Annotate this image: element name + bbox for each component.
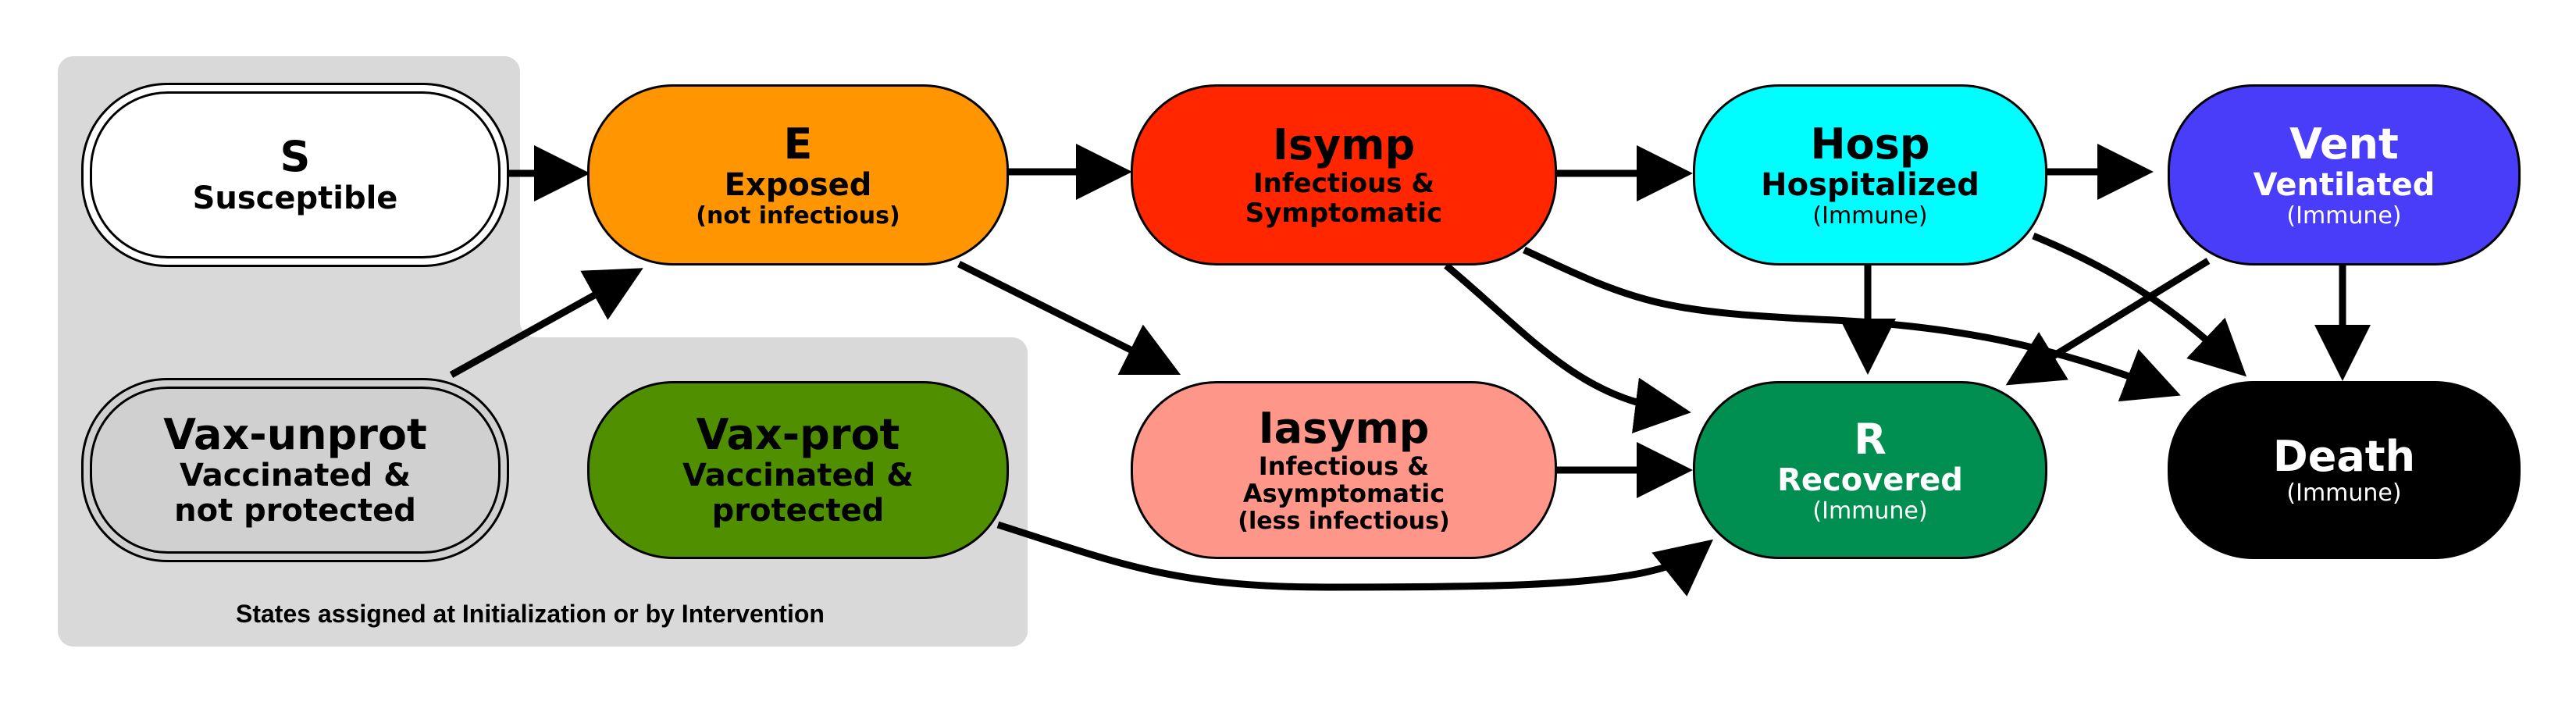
node-Vent-note: (Immune)	[2286, 201, 2402, 230]
node-VaxUnprot-abbr: Vax-unprot	[163, 409, 427, 459]
edge-Isymp-Death	[1523, 246, 2181, 402]
node-Death-abbr: Death	[2272, 431, 2416, 481]
node-Iasymp-name-line1: Infectious &	[1258, 451, 1430, 481]
node-VaxUnprot-name-line1: Vaccinated &	[179, 458, 412, 494]
node-Iasymp-name-line2: Asymptomatic	[1242, 479, 1445, 509]
node-E-note: (not infectious)	[696, 201, 900, 230]
node-R: R Recovered (Immune)	[1693, 381, 2047, 559]
panel-caption: States assigned at Initialization or by …	[236, 600, 825, 628]
node-R-note: (Immune)	[1812, 497, 1928, 525]
edge-VaxUnprot-E	[449, 268, 643, 378]
node-E-name: Exposed	[724, 167, 872, 204]
node-Isymp-abbr: Isymp	[1272, 119, 1416, 169]
node-Death: Death (Immune)	[2168, 381, 2521, 559]
node-VaxProt-name-line2: protected	[711, 493, 885, 529]
edge-E-Iasymp	[957, 260, 1181, 376]
edge-Vent-R	[2005, 258, 2211, 386]
node-VaxUnprot: Vax-unprot Vaccinated & not protected	[81, 378, 509, 562]
node-Death-note: (Immune)	[2286, 479, 2402, 508]
node-Hosp-name: Hospitalized	[1761, 167, 1979, 204]
node-R-name: Recovered	[1777, 462, 1963, 499]
node-Iasymp: Iasymp Infectious & Asymptomatic (less i…	[1131, 381, 1557, 559]
node-Iasymp-note: (less infectious)	[1238, 508, 1450, 536]
node-Isymp: Isymp Infectious & Symptomatic	[1131, 84, 1557, 265]
node-Vent-abbr: Vent	[2289, 119, 2399, 169]
node-E: E Exposed (not infectious)	[587, 84, 1009, 265]
node-VaxProt-name-line1: Vaccinated &	[682, 458, 914, 494]
node-Isymp-name-line2: Symptomatic	[1245, 198, 1443, 230]
node-S: S Susceptible	[81, 83, 509, 267]
node-Isymp-name-line1: Infectious &	[1252, 168, 1435, 200]
node-VaxProt-abbr: Vax-prot	[696, 409, 900, 459]
node-R-abbr: R	[1854, 414, 1887, 464]
node-S-abbr: S	[280, 132, 311, 182]
node-Hosp-note: (Immune)	[1812, 201, 1928, 230]
node-Iasymp-abbr: Iasymp	[1258, 404, 1430, 454]
node-VaxProt: Vax-prot Vaccinated & protected	[587, 381, 1009, 559]
node-Vent-name: Ventilated	[2253, 167, 2435, 204]
node-Vent: Vent Ventilated (Immune)	[2168, 84, 2521, 265]
edge-Isymp-R	[1444, 262, 1691, 433]
edge-VaxProt-R	[996, 521, 1714, 597]
node-E-abbr: E	[783, 119, 813, 169]
node-S-name: Susceptible	[192, 180, 398, 216]
node-VaxUnprot-name-line2: not protected	[174, 493, 416, 529]
node-Hosp: Hosp Hospitalized (Immune)	[1693, 84, 2047, 265]
node-Hosp-abbr: Hosp	[1810, 119, 1930, 169]
